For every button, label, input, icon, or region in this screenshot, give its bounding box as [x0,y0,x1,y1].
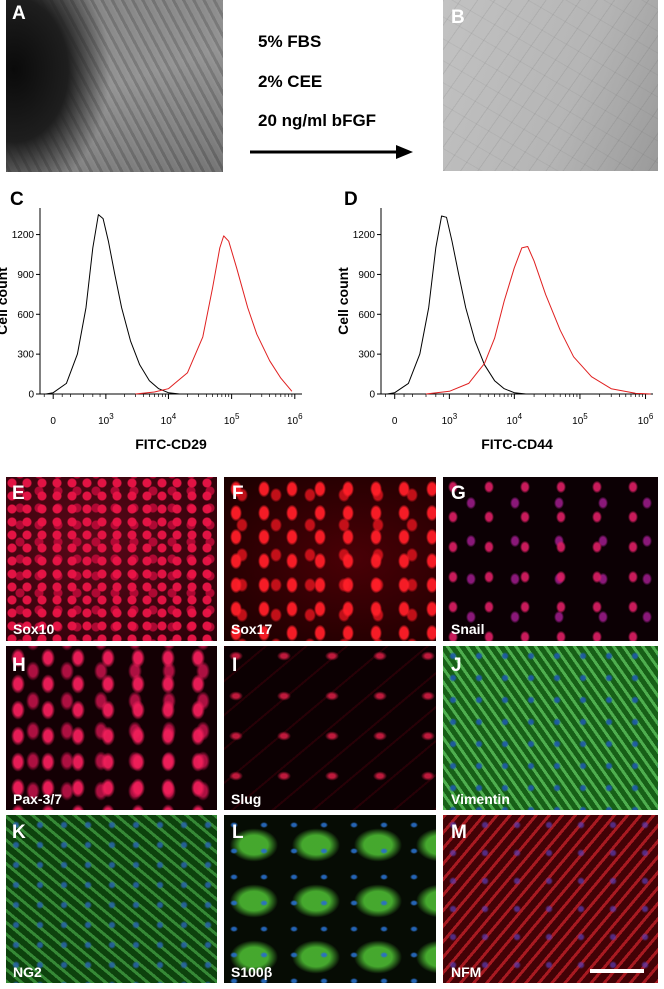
panel-label-i: I [232,655,238,676]
x-tick-label: 103 [98,412,114,427]
panel-label-k: K [12,822,26,843]
scale-bar [590,969,644,973]
micrograph-f: F Sox17 [224,477,436,641]
x-tick-label: 105 [224,412,240,427]
panel-label-e: E [12,483,25,504]
x-tick-label: 104 [507,412,523,427]
phase-image-b: B [443,0,658,171]
x-tick-label: 104 [161,412,177,427]
y-axis-title: Cell count [335,267,351,335]
micrograph-h: H Pax-3/7 [6,646,217,810]
y-tick-label: 600 [358,310,375,321]
x-tick-label: 105 [572,412,588,427]
panel-label-d: D [344,189,358,210]
y-tick-label: 900 [17,270,34,281]
panel-label-f: F [232,483,244,504]
panel-label-h: H [12,655,26,676]
micrograph-k: K NG2 [6,815,217,983]
arrow-icon [250,145,413,159]
y-tick-label: 300 [17,350,34,361]
micrograph-l: L S100β [224,815,436,983]
phase-image-a: A [6,0,223,172]
y-tick-label: 600 [17,310,34,321]
condition-cee: 2% CEE [258,72,323,91]
y-tick-label: 300 [358,350,375,361]
stain-label-slug: Slug [231,791,262,807]
histogram-d: D 0 300 600 900 1200 0 103 104 105 106 FITC-CD44 Ce… [335,189,664,455]
y-tick-label: 0 [369,390,375,401]
x-tick-label: 106 [287,412,303,427]
x-axis-title: FITC-CD29 [135,436,207,452]
panel-label-g: G [451,483,466,504]
micrograph-i: I Slug [224,646,436,810]
panel-label-c: C [10,189,24,210]
y-tick-label: 1200 [353,230,376,241]
y-axis-title: Cell count [0,267,10,335]
micrograph-m: M NFM [443,815,658,983]
histogram-c: C 0 300 600 900 1200 0 103 104 105 106 FITC-CD29 Ce… [0,190,320,455]
stain-label-sox17: Sox17 [231,621,273,637]
panel-label-l: L [232,822,244,843]
x-axis-title: FITC-CD44 [481,436,553,452]
stain-label-snail: Snail [451,621,485,637]
micrograph-g: G Snail [443,477,658,641]
marker-histogram-line [135,235,293,395]
panel-label-a: A [12,3,26,24]
panel-label-b: B [451,7,465,28]
control-histogram-line [387,215,526,395]
stain-label-sox10: Sox10 [13,621,55,637]
micrograph-j: J Vimentin [443,646,658,810]
condition-bfgf: 20 ng/ml bFGF [258,111,377,130]
stain-label-s100b: S100β [231,964,273,980]
micrograph-e: E Sox10 [6,477,217,641]
x-tick-label: 0 [392,416,398,427]
x-tick-label: 106 [638,412,654,427]
marker-histogram-line [425,246,651,395]
panel-label-j: J [451,655,462,676]
stain-label-pax37: Pax-3/7 [13,791,63,807]
y-tick-label: 900 [358,270,375,281]
stain-label-ng2: NG2 [13,964,42,980]
x-tick-label: 0 [50,416,56,427]
y-tick-label: 0 [28,390,34,401]
stain-label-nfm: NFM [451,964,482,980]
x-tick-label: 103 [442,412,458,427]
y-tick-label: 1200 [12,230,35,241]
stain-label-vimentin: Vimentin [451,791,510,807]
condition-fbs: 5% FBS [258,32,322,51]
control-histogram-line [45,214,180,395]
panel-label-m: M [451,822,467,843]
